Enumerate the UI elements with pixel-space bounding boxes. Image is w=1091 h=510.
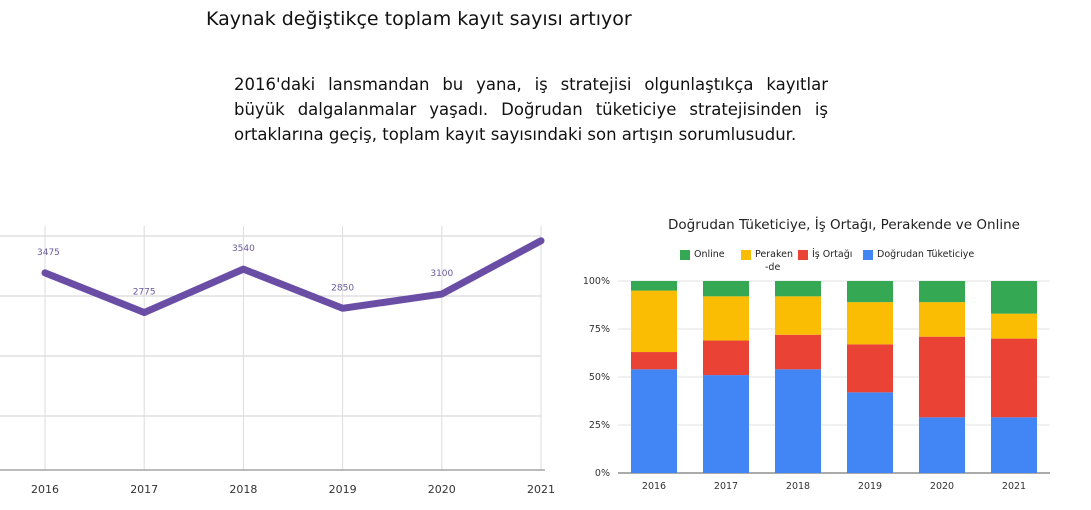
x-tick-label: 2016 — [31, 483, 59, 496]
y-tick-label: 75% — [589, 324, 610, 335]
legend-label: Peraken — [755, 249, 793, 260]
page-title: Kaynak değiştikçe toplam kayıt sayısı ar… — [206, 8, 632, 30]
bar-segment — [631, 290, 677, 353]
legend-swatch — [798, 250, 808, 260]
bar-segment — [919, 281, 965, 303]
bar-segment — [919, 336, 965, 418]
data-label: 3100 — [430, 269, 453, 279]
y-tick-label: 25% — [589, 420, 610, 431]
summary-paragraph: 2016'daki lansmandan bu yana, iş stratej… — [234, 75, 828, 144]
data-point — [341, 306, 345, 310]
bar-segment — [847, 302, 893, 345]
bar-segment — [847, 392, 893, 473]
bar-segment — [631, 281, 677, 291]
bar-segment — [991, 313, 1037, 339]
bar-segment — [703, 340, 749, 376]
bar-segment — [847, 344, 893, 393]
data-point — [440, 292, 444, 296]
bar-segment — [703, 296, 749, 341]
bar-segment — [631, 352, 677, 370]
x-tick-label: 2018 — [786, 481, 810, 492]
bar-segment — [919, 302, 965, 337]
x-tick-label: 2019 — [329, 483, 357, 496]
bar-segment — [775, 296, 821, 335]
legend-label: Doğrudan Tüketiciye — [877, 249, 974, 260]
x-tick-label: 2021 — [527, 483, 555, 496]
legend-swatch — [680, 250, 690, 260]
bar-segment — [775, 334, 821, 370]
bar-segment — [991, 338, 1037, 418]
line-chart: 3475 2775 3540 2850 3100 2016 2017 2018 2019 2020… — [0, 226, 555, 496]
series-line — [41, 237, 545, 317]
bar-segment — [991, 281, 1037, 314]
legend-swatch — [741, 250, 751, 260]
data-point — [539, 239, 543, 243]
x-tick-label: 2019 — [858, 481, 882, 492]
data-label: 2775 — [133, 288, 156, 298]
legend-label: Online — [694, 249, 725, 260]
bar-segment — [775, 281, 821, 297]
y-tick-label: 100% — [583, 276, 610, 287]
stacked-bar-chart: Doğrudan Tüketiciye, İş Ortağı, Perakend… — [583, 215, 1050, 492]
bar-segment — [919, 417, 965, 473]
chart-title: Doğrudan Tüketiciye, İş Ortağı, Perakend… — [668, 215, 1020, 233]
y-tick-label: 50% — [589, 372, 610, 383]
data-label: 2850 — [331, 283, 354, 293]
x-tick-label: 2020 — [930, 481, 954, 492]
bar-segment — [847, 281, 893, 303]
x-tick-label: 2018 — [229, 483, 257, 496]
x-tick-label: 2020 — [428, 483, 456, 496]
data-point — [241, 267, 245, 271]
data-label: 3540 — [232, 244, 255, 254]
bar-segment — [991, 417, 1037, 473]
legend-swatch — [863, 250, 873, 260]
bar-segment — [775, 369, 821, 473]
data-point — [43, 271, 47, 275]
bar-segment — [703, 375, 749, 473]
bar-segment — [631, 369, 677, 473]
legend-label: -de — [765, 262, 780, 273]
bar-segment — [703, 281, 749, 297]
x-tick-label: 2016 — [642, 481, 666, 492]
x-tick-label: 2021 — [1002, 481, 1026, 492]
x-tick-label: 2017 — [130, 483, 158, 496]
y-tick-label: 0% — [595, 468, 610, 479]
legend-label: İş Ortağı — [812, 249, 852, 260]
x-tick-label: 2017 — [714, 481, 738, 492]
data-point — [142, 311, 146, 315]
data-label: 3475 — [37, 248, 60, 258]
